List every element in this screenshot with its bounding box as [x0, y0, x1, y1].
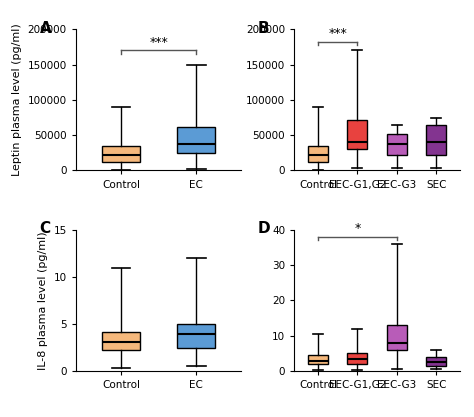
Text: A: A [39, 21, 51, 36]
Text: ***: *** [149, 36, 168, 49]
Y-axis label: IL-8 plasma level (pg/ml): IL-8 plasma level (pg/ml) [38, 231, 48, 370]
Text: C: C [39, 221, 51, 236]
PathPatch shape [426, 357, 446, 366]
PathPatch shape [347, 354, 367, 364]
PathPatch shape [177, 127, 215, 153]
Text: ***: *** [328, 28, 347, 40]
PathPatch shape [387, 134, 407, 155]
Text: *: * [354, 223, 360, 236]
PathPatch shape [102, 332, 140, 350]
PathPatch shape [308, 355, 328, 364]
PathPatch shape [426, 125, 446, 155]
Text: D: D [258, 221, 271, 236]
Y-axis label: Leptin plasma level (pg/ml): Leptin plasma level (pg/ml) [12, 23, 22, 176]
PathPatch shape [177, 324, 215, 348]
Text: B: B [258, 21, 270, 36]
PathPatch shape [347, 120, 367, 149]
PathPatch shape [102, 146, 140, 162]
PathPatch shape [387, 325, 407, 350]
PathPatch shape [308, 146, 328, 162]
